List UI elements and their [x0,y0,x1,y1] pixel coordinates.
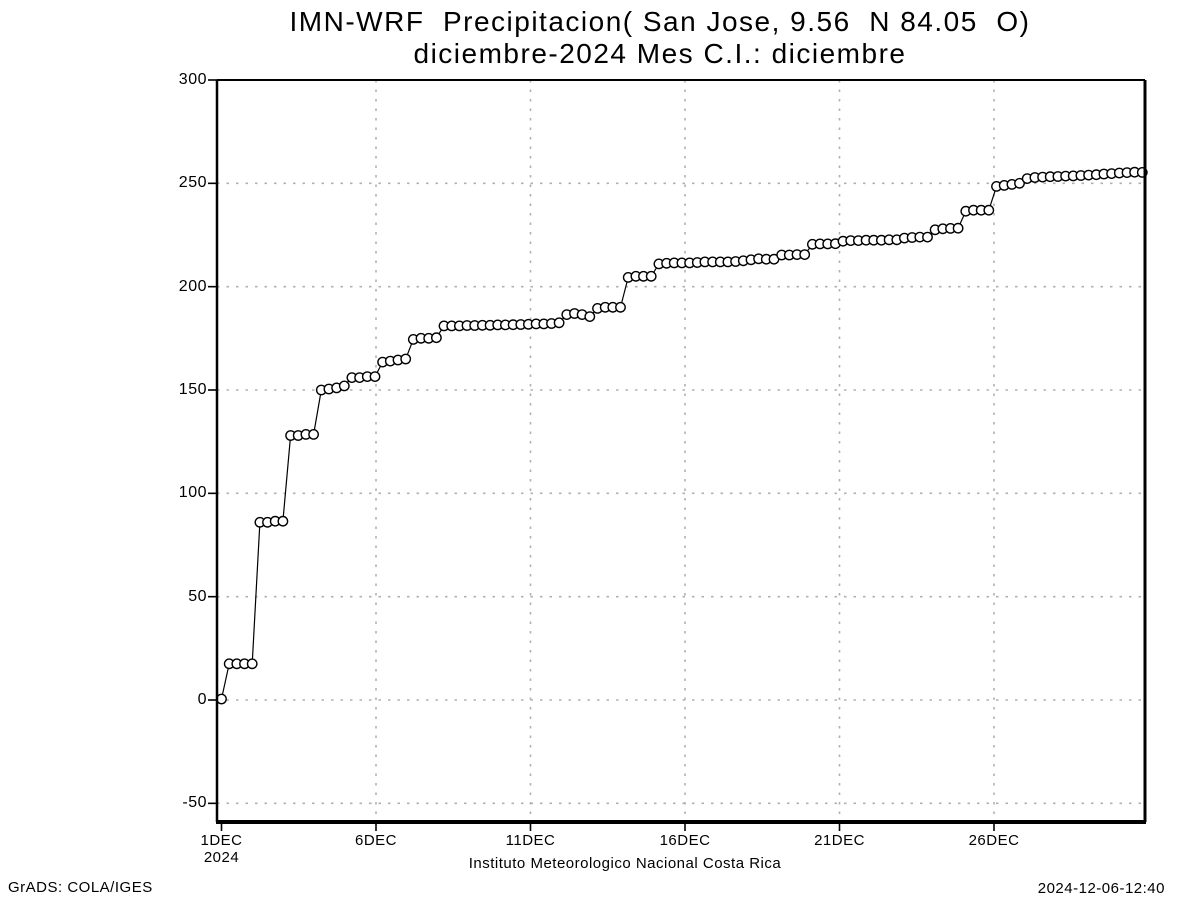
chart-subtitle: diciembre-2024 Mes C.I.: diciembre [413,38,907,69]
y-tick-label: 50 [188,587,207,605]
grads-credit-label: GrADS: COLA/IGES [8,879,153,896]
data-point-marker [338,380,350,392]
x-tick-label: 11DEC [505,832,556,849]
y-tick-label: 250 [178,174,207,192]
data-point-marker [615,301,626,313]
y-tick-label: -50 [182,794,207,812]
y-tick-label: 200 [178,277,207,295]
chart-title: IMN-WRF Precipitacion( San Jose, 9.56 N … [289,6,1031,37]
cumulative-precipitation-line [220,171,1143,700]
y-tick-label: 0 [197,691,207,708]
data-point-marker [952,222,964,234]
x-tick-label: 6DEC [354,832,397,849]
y-tick-label: 150 [178,381,207,398]
render-timestamp: 2024-12-06-12:40 [1037,880,1165,897]
y-tick-label: 300 [178,71,207,88]
data-point-marker [1014,177,1025,189]
data-point-marker [983,204,995,216]
data-point-marker [553,317,565,329]
x-tick-label: 21DEC [814,832,865,849]
x-tick-label: 16DEC [659,832,711,849]
data-point-marker [308,428,319,440]
data-point-marker [277,515,289,527]
data-point-marker [922,231,933,243]
x-tick-year-label: 2024 [203,849,240,866]
data-point-marker [369,371,381,382]
x-tick-label: 26DEC [968,832,1020,849]
x-axis-caption: Instituto Meteorologico Nacional Costa R… [468,855,782,872]
data-point-marker [430,332,442,344]
data-point-marker [584,311,596,322]
data-point-marker [799,249,811,261]
x-tick-label: 1DEC [200,832,243,849]
data-point-marker [400,353,412,365]
data-point-marker [645,270,657,282]
data-point-marker [246,658,258,670]
y-tick-label: 100 [178,484,207,502]
